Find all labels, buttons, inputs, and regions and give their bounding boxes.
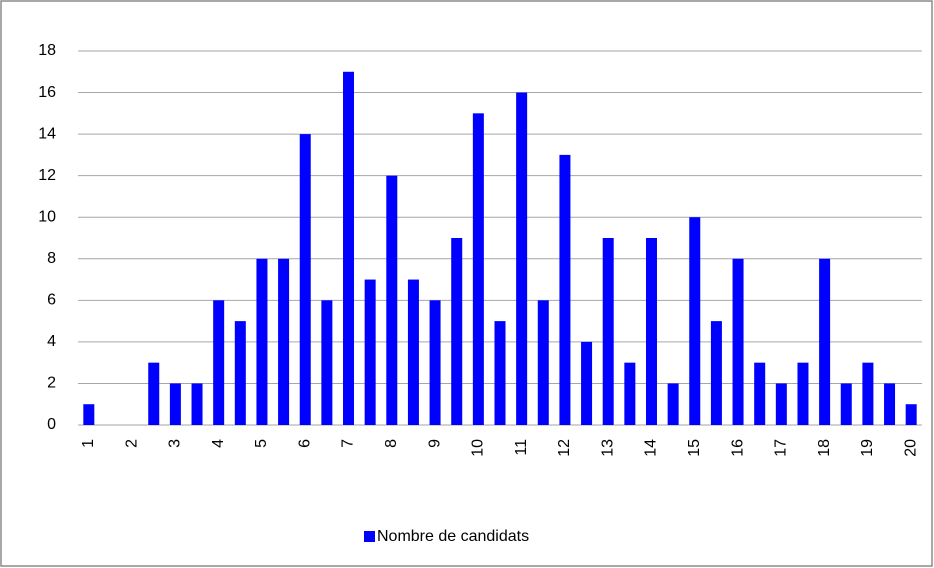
bar	[581, 341, 593, 425]
bar	[797, 362, 809, 425]
bar	[472, 113, 484, 425]
bar	[559, 154, 571, 425]
bar	[386, 175, 398, 425]
x-tick-label: 17	[773, 439, 790, 457]
bar	[732, 258, 744, 425]
x-tick-label: 16	[729, 439, 746, 457]
x-tick-label: 10	[470, 439, 487, 457]
bar	[862, 362, 874, 425]
y-tick-label: 4	[47, 333, 56, 350]
x-tick-label: 9	[426, 439, 443, 448]
bar	[602, 238, 614, 425]
bar	[840, 383, 852, 425]
bar	[169, 383, 181, 425]
bar	[429, 300, 441, 425]
x-tick-label: 20	[902, 439, 919, 457]
bar	[667, 383, 679, 425]
bar	[256, 258, 268, 425]
y-tick-label: 12	[38, 167, 56, 184]
bar	[884, 383, 896, 425]
y-tick-label: 10	[38, 208, 56, 225]
y-tick-label: 18	[38, 42, 56, 59]
x-tick-label: 18	[816, 439, 833, 457]
bar	[321, 300, 333, 425]
legend-swatch	[364, 531, 375, 542]
x-tick-label: 15	[686, 439, 703, 457]
bar	[191, 383, 203, 425]
bar	[516, 92, 528, 426]
bar	[537, 300, 549, 425]
bar	[299, 134, 311, 425]
bar	[754, 362, 766, 425]
bar	[819, 258, 831, 425]
y-tick-label: 0	[47, 416, 56, 433]
bar	[278, 258, 290, 425]
bar	[213, 300, 225, 425]
bar	[407, 279, 419, 425]
x-tick-label: 11	[513, 439, 530, 456]
bar	[689, 217, 701, 425]
legend-label: Nombre de candidats	[377, 528, 529, 545]
bar	[645, 238, 657, 425]
x-tick-label: 6	[296, 439, 313, 448]
bar	[710, 321, 722, 425]
x-tick-label: 1	[80, 439, 97, 448]
y-tick-label: 8	[47, 250, 56, 267]
x-tick-label: 5	[253, 439, 270, 448]
y-tick-label: 14	[38, 125, 56, 142]
x-tick-label: 4	[210, 439, 227, 448]
bar	[624, 362, 636, 425]
bar	[451, 238, 463, 425]
bar	[364, 279, 376, 425]
x-tick-label: 19	[859, 439, 876, 457]
y-tick-label: 2	[47, 375, 56, 392]
x-tick-label: 14	[643, 439, 660, 457]
bar	[234, 321, 246, 425]
x-tick-label: 12	[556, 439, 573, 457]
bar	[494, 321, 506, 425]
x-tick-label: 7	[340, 439, 357, 448]
bar	[775, 383, 787, 425]
bar	[343, 71, 355, 426]
x-tick-label: 3	[167, 439, 184, 448]
x-tick-label: 13	[599, 439, 616, 457]
bar	[148, 362, 160, 425]
x-tick-label: 8	[383, 439, 400, 448]
bar	[83, 404, 95, 425]
y-tick-label: 16	[38, 84, 56, 101]
y-tick-label: 6	[47, 292, 56, 309]
x-tick-label: 2	[123, 439, 140, 448]
bar	[905, 404, 917, 425]
